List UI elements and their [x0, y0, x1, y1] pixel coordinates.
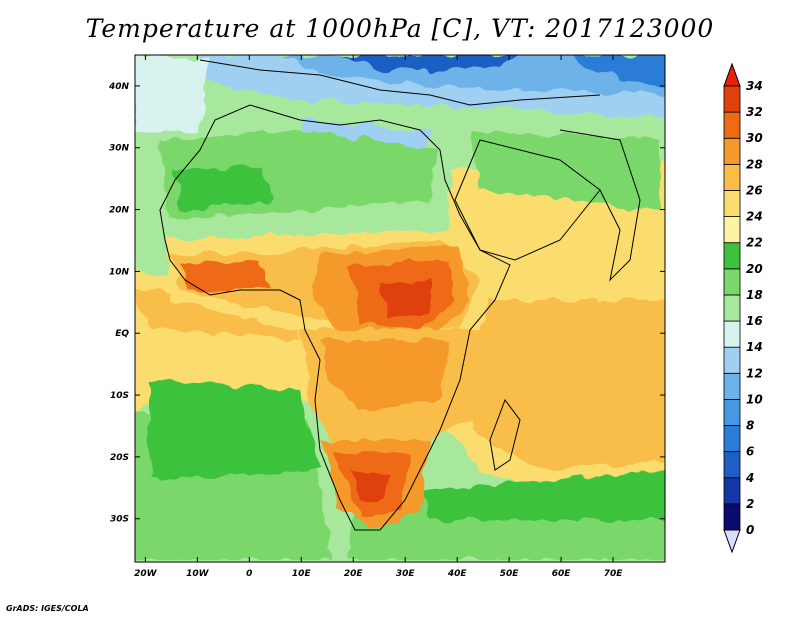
- colorbar-segment: [723, 320, 741, 348]
- colorbar-label: 2: [746, 497, 754, 511]
- colorbar-min-arrow: [723, 529, 741, 554]
- lon-label: 60E: [552, 569, 572, 579]
- lon-label: 20E: [344, 569, 364, 579]
- europe-coast: [199, 59, 601, 106]
- colorbar-max-arrow: [723, 62, 741, 87]
- india-outline: [559, 129, 641, 282]
- colorbar-segment: [723, 85, 741, 113]
- colorbar-segment: [723, 346, 741, 374]
- lat-label: 20S: [110, 453, 129, 463]
- lat-label: 10N: [109, 267, 130, 277]
- lat-label: 40N: [108, 82, 130, 92]
- colorbar-segment: [723, 399, 741, 426]
- lat-label: 10S: [110, 391, 129, 401]
- footer-credit: GrADS: IGES/COLA: [6, 604, 89, 613]
- coastlines: [159, 59, 641, 531]
- colorbar-label: 22: [746, 236, 763, 250]
- lon-label: 10E: [292, 569, 312, 579]
- colorbar-segment: [723, 268, 741, 296]
- lat-label: EQ: [115, 329, 129, 339]
- latitude-axis: 40N 30N 20N 10N EQ 10S 20S 30S: [108, 82, 665, 525]
- lon-label: 70E: [604, 569, 624, 579]
- colorbar-label: 12: [746, 366, 763, 380]
- lon-label: 0: [246, 569, 252, 579]
- colorbar-segment: [723, 163, 741, 191]
- africa-outline: [159, 104, 511, 531]
- plot-frame: [134, 54, 666, 563]
- lon-label: 30E: [396, 569, 416, 579]
- lon-label: 40E: [447, 569, 468, 579]
- colorbar-label: 28: [746, 157, 763, 171]
- lon-label: 50E: [500, 569, 520, 579]
- lat-label: 30S: [110, 515, 129, 525]
- longitude-axis: 20W 10W 0 10E 20E 30E 40E 50E 60E 70E: [134, 55, 623, 579]
- colorbar-label: 20: [746, 262, 763, 276]
- colorbar-segment: [723, 242, 741, 270]
- colorbar-segment: [723, 216, 741, 244]
- colorbar-label: 6: [746, 445, 754, 459]
- lat-label: 30N: [109, 144, 130, 154]
- lon-label: 10W: [186, 569, 210, 579]
- colorbar-segment: [723, 294, 741, 322]
- colorbar-segment: [723, 137, 741, 165]
- colorbar-label: 0: [746, 523, 754, 537]
- map-title: Temperature at 1000hPa [C], VT: 20171230…: [85, 14, 715, 43]
- colorbar-segment: [723, 477, 741, 505]
- colorbar-label: 8: [746, 419, 754, 433]
- colorbar-label: 34: [746, 79, 763, 93]
- colorbar-label: 26: [746, 183, 763, 197]
- lon-label: 20W: [134, 569, 158, 579]
- colorbar-label: 24: [746, 210, 763, 224]
- colorbar-segment: [723, 190, 741, 217]
- colorbar-segment: [723, 425, 741, 453]
- arabia-outline: [454, 139, 601, 261]
- colorbar-label: 10: [746, 392, 763, 406]
- colorbar-label: 16: [746, 314, 763, 328]
- madagascar-outline: [489, 398, 521, 471]
- colorbar-segment: [723, 503, 741, 531]
- colorbar-segment: [723, 111, 741, 139]
- colorbar-segment: [723, 372, 741, 400]
- colorbar-segment: [723, 451, 741, 479]
- colorbar-label: 30: [746, 131, 763, 145]
- colorbar-label: 4: [745, 471, 754, 485]
- colorbar-label: 32: [746, 105, 763, 119]
- colorbar-label: 18: [746, 288, 763, 302]
- lat-label: 20N: [109, 206, 130, 216]
- temperature-field: [135, 55, 665, 562]
- colorbar-label: 14: [746, 340, 763, 354]
